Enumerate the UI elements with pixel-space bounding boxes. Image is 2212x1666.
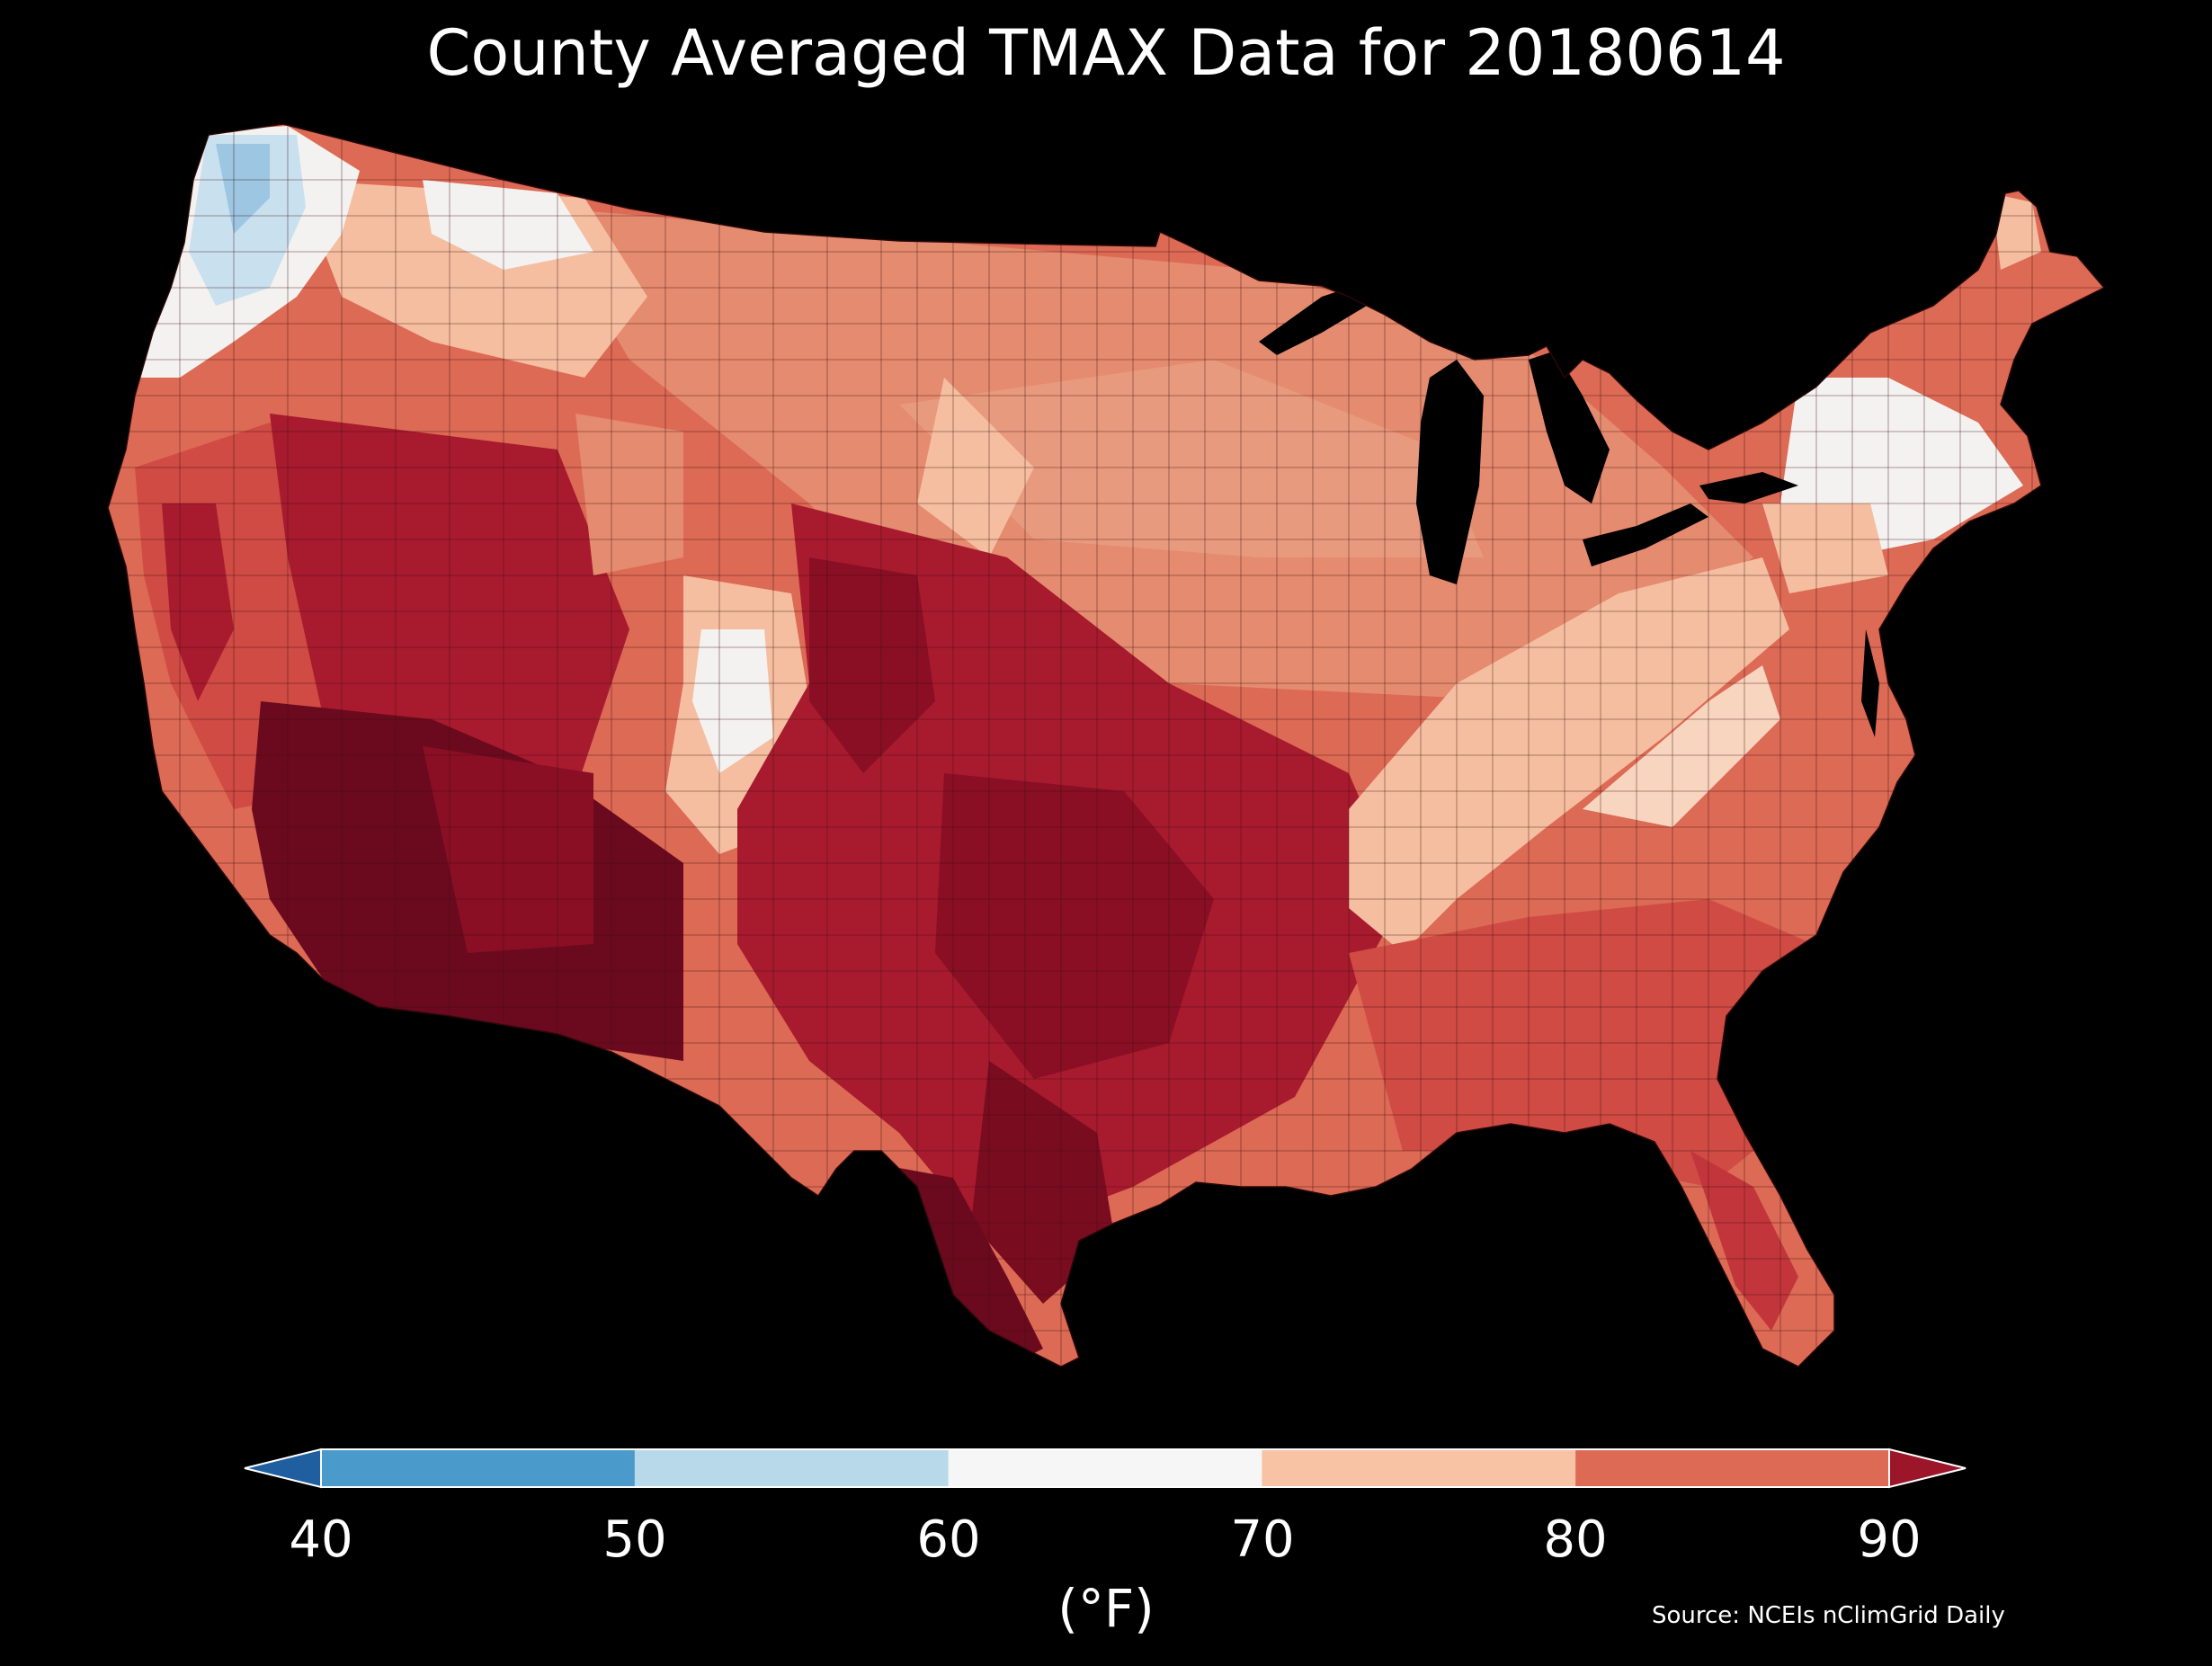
chesapeake-bay (1861, 629, 1879, 737)
colorbar-bin (1575, 1449, 1890, 1487)
colorbar-tick-label: 60 (916, 1510, 981, 1569)
colorbar-bin (948, 1449, 1262, 1487)
map-title: County Averaged TMAX Data for 20180614 (426, 16, 1786, 90)
great-lakes (1259, 279, 1798, 584)
colorbar-bin (321, 1449, 636, 1487)
source-credit: Source: NCEIs nClimGrid Daily (1652, 1602, 2005, 1629)
colorbar-tick-label: 70 (1230, 1510, 1295, 1569)
colorbar-unit-label: (°F) (1057, 1578, 1155, 1639)
colorbar-tick-label: 80 (1543, 1510, 1608, 1569)
county-borders (108, 124, 2104, 1367)
colorbar-tick-label: 50 (602, 1510, 667, 1569)
colorbar-bin (1262, 1449, 1576, 1487)
colorbar-bin (634, 1449, 950, 1487)
colorbar-tick-label: 90 (1857, 1510, 1922, 1569)
colorbar-tick-label: 40 (289, 1510, 353, 1569)
colorbar-extend-low (244, 1448, 322, 1489)
colorbar-extend-high (1888, 1448, 1967, 1489)
